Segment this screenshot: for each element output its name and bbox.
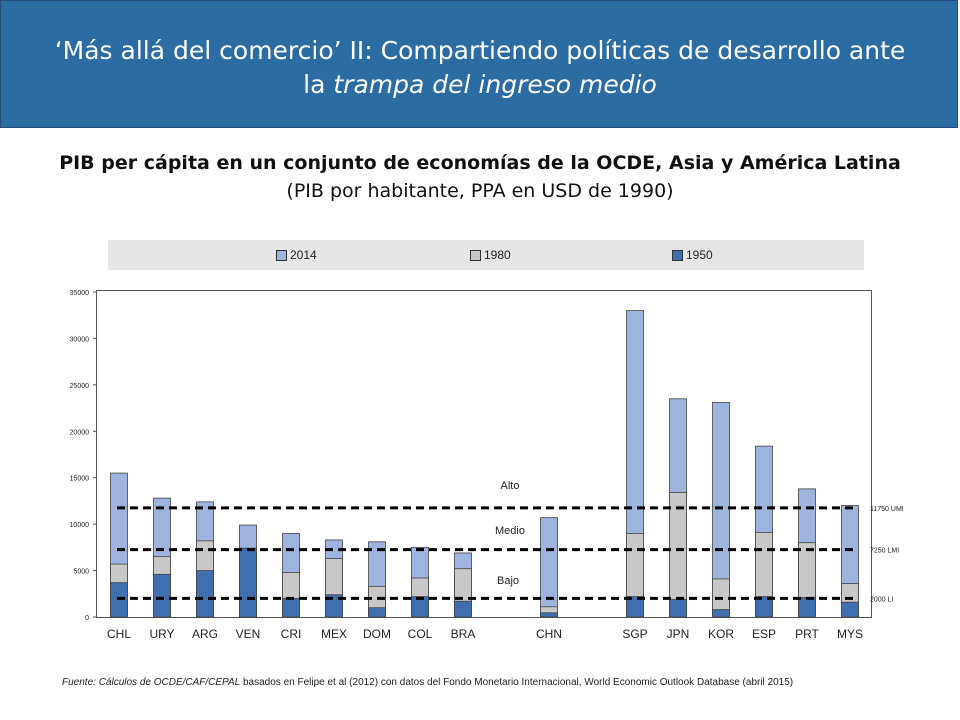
- threshold-label: 7250 LMI: [870, 548, 899, 555]
- threshold-label: 11750 UMI: [870, 506, 904, 513]
- slide-title-italic: trampa del ingreso medio: [333, 70, 657, 99]
- plot-area-frame: [96, 290, 872, 618]
- y-tick-label: 25000: [70, 383, 90, 390]
- x-tick-label: PRT: [795, 627, 819, 641]
- x-tick-label: VEN: [236, 627, 261, 641]
- y-tick-label: 20000: [70, 429, 90, 436]
- y-tick-label: 0: [85, 615, 89, 622]
- y-tick-label: 35000: [70, 290, 90, 297]
- legend-item-1950: 1950: [672, 248, 713, 262]
- slide-title-line1: ‘Más allá del comercio’ II: Compartiendo…: [54, 36, 906, 65]
- y-tick-label: 5000: [73, 569, 89, 576]
- legend-item-1980: 1980: [470, 248, 511, 262]
- chart-subtitle: (PIB por habitante, PPA en USD de 1990): [286, 180, 674, 202]
- source-text: basados en Felipe et al (2012) con datos…: [240, 677, 794, 688]
- source-note: Fuente: Cálculos de OCDE/CAF/CEPAL basad…: [62, 677, 793, 688]
- source-italic: Fuente: Cálculos de OCDE/CAF/CEPAL: [62, 677, 241, 688]
- x-tick-label: ARG: [192, 627, 218, 641]
- x-tick-label: BRA: [451, 627, 476, 641]
- x-tick-label: MEX: [321, 627, 347, 641]
- slide-title-line2: la trampa del ingreso medio: [0, 68, 960, 102]
- x-tick-label: CRI: [281, 627, 302, 641]
- legend-swatch-1980: [470, 250, 481, 262]
- legend-label-2014: 2014: [290, 248, 317, 262]
- x-tick-label: CHN: [536, 627, 562, 641]
- x-tick-label: DOM: [363, 627, 391, 641]
- x-tick-label: JPN: [667, 627, 690, 641]
- y-tick-label: 10000: [70, 522, 90, 529]
- x-tick-label: COL: [408, 627, 433, 641]
- legend-swatch-2014: [276, 250, 287, 262]
- legend-item-2014: 2014: [276, 248, 317, 262]
- header-banner: [0, 0, 958, 128]
- slide-title-prefix: la: [303, 70, 334, 99]
- x-tick-label: ESP: [752, 627, 776, 641]
- legend-swatch-1950: [672, 250, 683, 262]
- x-tick-label: MYS: [837, 627, 863, 641]
- legend-label-1980: 1980: [484, 248, 511, 262]
- x-tick-label: SGP: [622, 627, 647, 641]
- x-tick-label: CHL: [107, 627, 131, 641]
- threshold-label: 2000 LI: [870, 596, 893, 603]
- x-tick-label: URY: [149, 627, 174, 641]
- y-tick-label: 30000: [70, 336, 90, 343]
- y-tick-label: 15000: [70, 476, 90, 483]
- slide-title: ‘Más allá del comercio’ II: Compartiendo…: [0, 34, 960, 102]
- x-tick-label: KOR: [708, 627, 734, 641]
- legend-label-1950: 1950: [686, 248, 713, 262]
- chart-title: PIB per cápita en un conjunto de economí…: [59, 152, 901, 174]
- chart-legend: 2014 1980 1950: [108, 240, 864, 270]
